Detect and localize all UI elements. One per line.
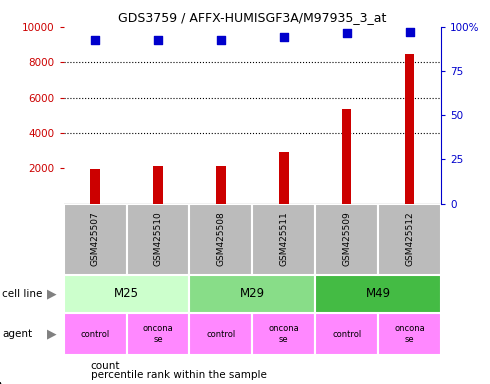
Text: GSM425509: GSM425509 [342, 212, 351, 266]
Bar [405, 54, 414, 204]
Text: control: control [332, 329, 361, 339]
Bar [126, 204, 190, 275]
Point [91, 37, 99, 43]
Text: oncona
se: oncona se [269, 324, 299, 344]
Bar [216, 166, 225, 204]
Bar [64, 204, 126, 275]
Text: GSM425511: GSM425511 [279, 212, 288, 266]
Point [217, 37, 225, 43]
Text: agent: agent [2, 329, 32, 339]
Bar [190, 204, 252, 275]
Text: GSM425510: GSM425510 [153, 212, 163, 266]
Bar [64, 313, 126, 355]
Text: M29: M29 [240, 287, 265, 300]
Text: control: control [206, 329, 236, 339]
Bar [252, 313, 315, 355]
Bar [315, 204, 378, 275]
Text: ▶: ▶ [47, 328, 57, 341]
Bar [252, 204, 315, 275]
Bar [190, 313, 252, 355]
Title: GDS3759 / AFFX-HUMISGF3A/M97935_3_at: GDS3759 / AFFX-HUMISGF3A/M97935_3_at [118, 11, 387, 24]
Bar [126, 313, 190, 355]
Bar [190, 275, 315, 313]
Bar [91, 169, 100, 204]
Text: cell line: cell line [2, 289, 43, 299]
Text: M25: M25 [114, 287, 139, 300]
Text: count: count [91, 361, 120, 371]
Text: control: control [80, 329, 110, 339]
Bar [153, 166, 163, 204]
Text: M49: M49 [366, 287, 391, 300]
Text: percentile rank within the sample: percentile rank within the sample [91, 370, 267, 380]
Point [343, 30, 351, 36]
Point [280, 35, 288, 41]
Bar [64, 275, 190, 313]
Text: GSM425512: GSM425512 [405, 212, 414, 266]
Bar [315, 313, 378, 355]
Bar [378, 313, 441, 355]
Text: oncona
se: oncona se [143, 324, 173, 344]
Text: ▶: ▶ [47, 287, 57, 300]
Bar [315, 275, 441, 313]
Bar [342, 109, 351, 204]
Text: oncona
se: oncona se [394, 324, 425, 344]
Point [406, 29, 414, 35]
Point [154, 37, 162, 43]
Text: GSM425508: GSM425508 [217, 212, 225, 266]
Bar [378, 204, 441, 275]
Bar [279, 152, 289, 204]
Text: GSM425507: GSM425507 [91, 212, 99, 266]
